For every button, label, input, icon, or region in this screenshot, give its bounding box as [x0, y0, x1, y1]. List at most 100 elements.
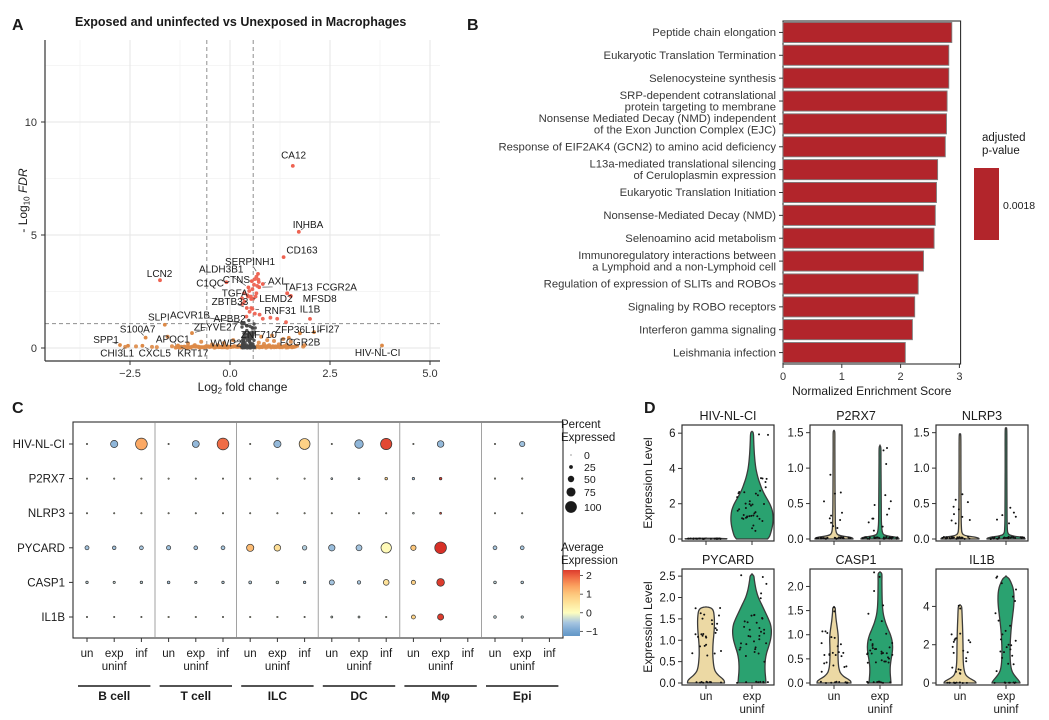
jitter-point — [759, 680, 762, 683]
gene-point-IFI27 — [312, 330, 316, 335]
celltype-label: Epi — [513, 689, 532, 703]
jitter-point — [743, 625, 746, 628]
jitter-point — [870, 652, 873, 655]
expression-dot — [357, 512, 361, 515]
x-tick-label: 2 — [898, 371, 904, 383]
gene-point-SERPINH1 — [256, 271, 260, 276]
jitter-point — [836, 645, 839, 648]
expression-dot — [385, 615, 388, 619]
panel-letter-d: D — [644, 400, 656, 417]
jitter-point — [763, 632, 766, 635]
jitter-point — [873, 504, 876, 506]
expression-dot — [191, 440, 200, 448]
jitter-point — [961, 682, 964, 684]
expression-dot — [303, 615, 306, 619]
legend-title: p-value — [982, 145, 1020, 157]
gene-point-TAF13 — [257, 285, 262, 290]
jitter-point — [873, 571, 876, 574]
jitter-point — [694, 633, 697, 636]
group-label: exp — [743, 691, 762, 703]
gene-label-ACVR1B: ACVR1B — [170, 311, 210, 322]
jitter-point — [878, 537, 881, 540]
expression-dot — [410, 579, 416, 585]
jitter-point — [738, 508, 741, 511]
expression-dot — [273, 544, 282, 552]
jitter-point — [878, 575, 881, 578]
jitter-point — [710, 619, 713, 622]
jitter-point — [967, 639, 970, 642]
condition-sub-label: uninf — [347, 661, 373, 673]
jitter-point — [699, 645, 701, 648]
jitter-point — [704, 635, 707, 638]
expr-legend-title: Expression — [561, 555, 618, 567]
jitter-point — [956, 537, 959, 540]
gene-label-ZFP36L1: ZFP36L1 — [275, 325, 317, 336]
volcano-point-nonsig — [134, 344, 138, 349]
jitter-point — [842, 651, 845, 654]
gene-label-leader — [174, 342, 177, 345]
volcano-point-nonsig — [265, 338, 270, 343]
y-tick-label: 1.5 — [788, 428, 804, 440]
gene-label-leader — [379, 347, 382, 350]
jitter-point — [744, 655, 747, 657]
expression-dot — [113, 477, 116, 480]
expression-dot — [303, 512, 306, 515]
x-tick-label: 1 — [839, 371, 845, 383]
jitter-point — [755, 680, 758, 683]
jitter-point — [825, 682, 827, 684]
expression-dot — [493, 477, 497, 480]
gene-label-MFSD8: MFSD8 — [303, 294, 337, 305]
gene-label-ZBTB33: ZBTB33 — [212, 297, 249, 308]
jitter-point — [949, 537, 952, 540]
jitter-point — [824, 630, 827, 633]
gene-label-leader — [253, 329, 257, 332]
jitter-point — [965, 657, 968, 660]
jitter-point — [759, 489, 762, 492]
enrichment-bar — [782, 90, 948, 112]
condition-sub-label: uninf — [428, 661, 454, 673]
gene-label-LCN2: LCN2 — [147, 269, 173, 280]
jitter-point — [759, 597, 762, 600]
gene-label-AXL: AXL — [268, 277, 287, 288]
expression-dot — [167, 477, 170, 480]
jitter-point — [713, 652, 716, 655]
x-tick-label: −2.5 — [119, 368, 141, 380]
gene-row-label: P2RX7 — [29, 474, 65, 486]
jitter-point — [761, 617, 764, 619]
expression-dot — [113, 615, 116, 619]
jitter-point — [835, 537, 838, 540]
jitter-point — [876, 536, 879, 539]
jitter-point — [1009, 648, 1012, 651]
jitter-point — [1001, 633, 1004, 636]
jitter-point — [761, 520, 764, 522]
gene-label-WWP2: WWP2 — [210, 339, 242, 350]
jitter-point — [954, 498, 957, 501]
expr-legend-value: −1 — [586, 626, 598, 638]
jitter-point — [736, 681, 739, 684]
jitter-point — [1005, 646, 1008, 649]
violin-subplot-NLRP3: 0.0 0.5 1.0 1.5 NLRP3 — [914, 409, 1029, 546]
celltype-label: ILC — [268, 689, 288, 703]
jitter-point — [882, 537, 885, 540]
jitter-point — [832, 664, 835, 667]
jitter-point — [891, 536, 894, 539]
gene-label-leader — [140, 332, 144, 336]
jitter-point — [834, 654, 837, 656]
enrichment-bar — [782, 227, 935, 249]
jitter-point — [866, 653, 869, 656]
jitter-point — [888, 507, 891, 510]
jitter-point — [758, 638, 761, 641]
volcano-point-nonsig — [267, 343, 272, 348]
jitter-point — [873, 590, 876, 592]
violin-title: IL1B — [969, 553, 995, 567]
panel-b-enrichment-bar-chart: Peptide chain elongation Eukaryotic Trans… — [467, 17, 1035, 398]
jitter-point — [887, 537, 890, 540]
subplot-border — [935, 568, 1029, 686]
x-tick-label: 0 — [780, 371, 786, 383]
expression-dot — [520, 615, 524, 619]
jitter-point — [765, 642, 768, 645]
expression-dot — [436, 440, 445, 448]
gene-point-AXL — [260, 282, 265, 286]
expression-dot — [139, 545, 144, 551]
jitter-point — [952, 640, 955, 643]
